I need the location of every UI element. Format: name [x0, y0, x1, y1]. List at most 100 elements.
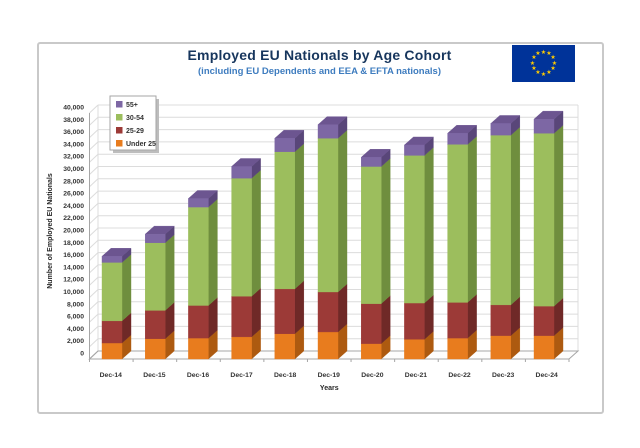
eu-flag-star-icon: ★	[531, 55, 537, 61]
bar-segment-Dec-20-25-29	[361, 303, 382, 344]
eu-flag-star-icon: ★	[551, 60, 558, 67]
bar-segment-Dec-17-30-54	[231, 177, 252, 297]
eu-flag-star-icon: ★	[546, 70, 552, 77]
bar-side-Dec-17-30-54	[251, 169, 261, 297]
bar-segment-Dec-22-30-54	[447, 144, 468, 303]
bar-segment-Dec-24-55+	[533, 118, 555, 134]
y-tick-label: 14,000	[63, 264, 84, 271]
bar-segment-Dec-23-25-29	[490, 304, 511, 336]
bar-segment-Dec-21-Under 25	[404, 339, 425, 360]
bar-segment-Dec-15-Under 25	[144, 338, 166, 360]
eu-flag-star-icon: ★	[535, 70, 541, 77]
x-tick-label: Dec-22	[448, 372, 471, 379]
bar-segment-Dec-19-Under 25	[317, 331, 339, 360]
y-tick-label: 26,000	[63, 191, 84, 198]
legend-label-30-54: 30-54	[126, 115, 144, 122]
bar-side-Dec-21-30-54	[424, 146, 434, 304]
bar-side-Dec-20-25-29	[381, 295, 391, 345]
bar-segment-Dec-19-55+	[317, 124, 339, 139]
bar-segment-Dec-21-30-54	[404, 155, 425, 304]
eu-flag-star-icon: ★	[531, 66, 537, 72]
chart-subtitle: (including EU Dependents and EEA & EFTA …	[198, 66, 441, 77]
bar-segment-Dec-23-30-54	[490, 134, 511, 306]
bar-segment-Dec-16-25-29	[188, 305, 209, 339]
y-tick-connector	[89, 227, 99, 237]
bar-segment-Dec-17-Under 25	[231, 336, 252, 360]
bar-side-Dec-19-25-29	[337, 283, 348, 333]
y-tick-label: 24,000	[63, 203, 84, 210]
y-tick-label: 4,000	[67, 326, 84, 333]
y-tick-connector	[89, 264, 99, 274]
bar-segment-Dec-17-55+	[231, 166, 252, 179]
bar-segment-Dec-22-25-29	[447, 302, 468, 339]
y-tick-connector	[89, 190, 99, 200]
y-tick-connector	[89, 215, 99, 225]
x-tick-label: Dec-20	[361, 372, 384, 379]
bar-side-Dec-20-30-54	[381, 158, 391, 305]
bar-segment-Dec-16-Under 25	[188, 337, 209, 360]
bar-segment-Dec-18-25-29	[274, 288, 295, 334]
x-tick-label: Dec-19	[318, 372, 341, 379]
x-tick-label: Dec-16	[187, 372, 210, 379]
y-tick-connector	[89, 338, 99, 348]
y-tick-label: 2,000	[67, 338, 84, 345]
bar-side-Dec-19-30-54	[337, 129, 348, 293]
bar-segment-Dec-24-25-29	[533, 305, 555, 336]
x-axis-title: Years	[320, 385, 339, 392]
y-tick-connector	[89, 350, 99, 360]
y-tick-connector	[89, 313, 99, 323]
bar-segment-Dec-22-Under 25	[447, 337, 468, 360]
y-tick-label: 34,000	[63, 141, 84, 148]
y-tick-label: 16,000	[63, 252, 84, 259]
y-tick-connector	[89, 104, 99, 114]
bar-segment-Dec-24-30-54	[533, 133, 555, 307]
bar-side-Dec-18-30-54	[294, 143, 304, 290]
x-tick-label: Dec-24	[536, 372, 559, 379]
y-tick-label: 6,000	[67, 314, 84, 321]
bar-side-Dec-18-25-29	[294, 280, 304, 335]
y-tick-label: 40,000	[63, 105, 84, 112]
bar-segment-Dec-15-55+	[144, 233, 166, 243]
bar-segment-Dec-21-55+	[404, 144, 425, 156]
bar-segment-Dec-20-30-54	[361, 166, 382, 304]
eu-flag-star-icon: ★	[540, 49, 547, 56]
bar-segment-Dec-16-55+	[188, 198, 209, 208]
bar-segment-Dec-19-25-29	[317, 291, 339, 333]
eu-flag-star-icon: ★	[550, 55, 556, 61]
bar-segment-Dec-14-55+	[101, 256, 123, 263]
eu-flag-star-icon: ★	[535, 50, 541, 57]
bar-side-Dec-15-30-54	[164, 234, 175, 311]
x-tick-label: Dec-17	[230, 372, 253, 379]
legend-swatch-55+	[116, 101, 123, 108]
bar-segment-Dec-22-55+	[447, 133, 468, 145]
legend-label-25-29: 25-29	[126, 128, 144, 135]
bar-segment-Dec-18-Under 25	[274, 333, 295, 360]
bar-segment-Dec-15-30-54	[144, 242, 166, 311]
bar-segment-Dec-20-55+	[361, 157, 382, 167]
bar-segment-Dec-23-55+	[490, 123, 511, 136]
y-tick-label: 12,000	[63, 277, 84, 284]
bar-segment-Dec-14-Under 25	[101, 342, 123, 360]
legend-swatch-25-29	[116, 127, 123, 134]
bar-segment-Dec-23-Under 25	[490, 335, 511, 360]
bar-side-Dec-14-30-54	[121, 253, 132, 322]
bar-segment-Dec-17-25-29	[231, 296, 252, 338]
y-tick-connector	[89, 289, 99, 298]
y-tick-connector	[89, 239, 99, 249]
eu-flag-star-icon: ★	[529, 60, 536, 67]
y-tick-connector	[89, 203, 99, 212]
x-tick-label: Dec-14	[100, 372, 123, 379]
y-tick-label: 36,000	[63, 129, 84, 136]
bar-side-Dec-23-30-54	[510, 126, 520, 306]
bar-side-Dec-16-30-54	[208, 198, 218, 306]
y-tick-label: 28,000	[63, 178, 84, 185]
bar-side-Dec-17-25-29	[251, 287, 261, 338]
legend-label-55+: 55+	[126, 102, 138, 109]
y-tick-label: 10,000	[63, 289, 84, 296]
x-tick-label: Dec-18	[274, 372, 297, 379]
x-tick-label: Dec-23	[492, 372, 515, 379]
bar-segment-Dec-21-25-29	[404, 302, 425, 340]
eu-flag-icon: ★ ★ ★ ★ ★ ★ ★ ★ ★ ★ ★ ★	[512, 45, 575, 82]
